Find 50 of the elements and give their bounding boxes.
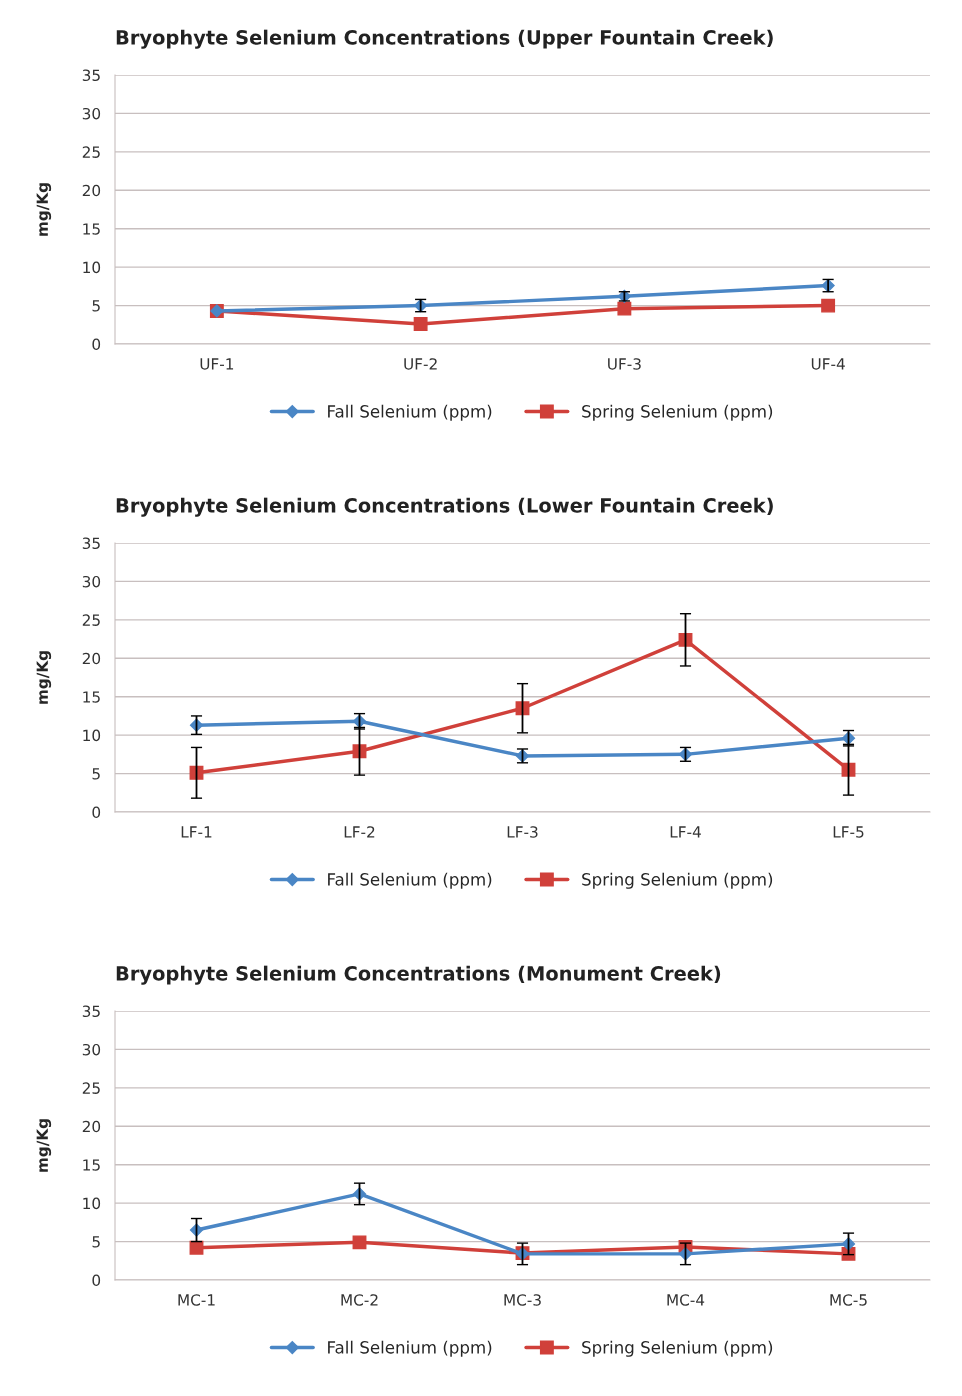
legend-label: Fall Selenium (ppm) [328,872,492,889]
y-tick-label: 15 [83,223,100,235]
y-axis-title: mg/Kg [36,1119,52,1172]
y-tick-label: 30 [82,107,101,120]
y-tick-label: 0 [92,806,101,819]
x-tick-label: LF-3 [507,826,538,838]
x-tick-label: MC-1 [178,1294,215,1306]
legend-label: Spring Selenium (ppm) [582,872,773,889]
y-tick-label: 10 [83,729,101,742]
y-tick-label: 35 [82,537,100,550]
x-tick-label: MC-4 [667,1294,705,1306]
y-tick-label: 0 [92,1274,101,1287]
y-tick-label: 15 [83,1159,100,1171]
x-tick-label: LF-5 [833,826,864,838]
y-tick-label: 30 [82,575,101,588]
x-tick-label: MC-3 [504,1294,541,1306]
y-tick-label: 25 [82,146,100,158]
x-tick-label: LF-1 [181,826,212,838]
x-tick-label: UF-2 [404,358,437,370]
x-tick-label: LF-2 [344,826,375,838]
y-tick-label: 5 [92,1236,100,1248]
y-tick-label: 20 [82,184,101,197]
y-tick-label: 0 [92,338,101,351]
chart-title: Bryophyte Selenium Concentrations (Upper Fountain Creek) [116,29,773,49]
y-tick-label: 20 [82,652,101,665]
y-tick-label: 35 [82,1005,100,1018]
y-axis-title: mg/Kg [36,651,52,704]
y-tick-label: 25 [82,614,100,626]
x-tick-label: MC-5 [830,1294,867,1306]
x-tick-label: UF-1 [200,358,234,370]
legend-label: Fall Selenium (ppm) [328,1340,492,1357]
chart-title: Bryophyte Selenium Concentrations (Lower Fountain Creek) [116,497,773,517]
y-tick-label: 20 [82,1120,101,1133]
legend-label: Spring Selenium (ppm) [582,1340,773,1357]
y-tick-label: 30 [82,1043,101,1056]
y-tick-label: 35 [82,69,100,82]
y-tick-label: 10 [83,261,101,274]
legend-label: Fall Selenium (ppm) [328,404,492,421]
x-tick-label: MC-2 [341,1294,378,1306]
y-tick-label: 5 [92,300,100,312]
y-tick-label: 15 [83,691,100,703]
y-axis-title: mg/Kg [36,183,52,236]
x-tick-label: LF-4 [670,826,701,838]
chart-title: Bryophyte Selenium Concentrations (Monument Creek) [116,965,721,985]
x-tick-label: UF-3 [608,358,641,370]
y-tick-label: 10 [83,1197,101,1210]
x-tick-label: UF-4 [811,358,845,370]
y-tick-label: 5 [92,768,100,780]
y-tick-label: 25 [82,1082,100,1094]
legend-label: Spring Selenium (ppm) [582,404,773,421]
